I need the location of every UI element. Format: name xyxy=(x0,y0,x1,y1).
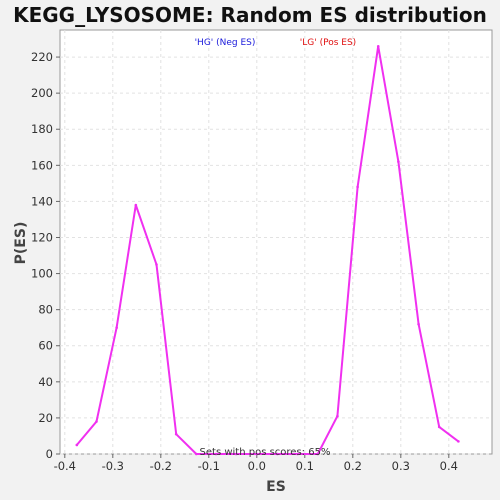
data-point xyxy=(397,160,400,164)
x-tick-label: -0.1 xyxy=(198,459,220,473)
y-tick-label: 80 xyxy=(38,303,53,317)
data-point xyxy=(75,443,79,447)
es-distribution-line xyxy=(76,46,460,455)
legend-neg-es: 'HG' (Neg ES) xyxy=(195,38,256,48)
x-tick-label: 0.2 xyxy=(344,459,362,473)
y-tick-label: 60 xyxy=(38,339,53,353)
y-tick-label: 180 xyxy=(31,122,53,136)
x-axis-label: ES xyxy=(266,479,286,495)
x-tick-label: 0.4 xyxy=(440,459,458,473)
grid-lines xyxy=(60,30,492,455)
data-point xyxy=(437,425,441,429)
y-tick-label: 100 xyxy=(31,267,53,281)
data-point xyxy=(376,44,380,48)
data-point xyxy=(115,326,118,330)
y-tick-label: 160 xyxy=(31,158,53,172)
data-point xyxy=(457,440,460,443)
data-point xyxy=(134,203,138,207)
y-tick-label: 220 xyxy=(31,50,53,64)
y-axis-label: P(ES) xyxy=(13,222,29,265)
plot-area xyxy=(59,29,493,455)
x-tick-label: 0.3 xyxy=(392,459,410,473)
y-tick-label: 0 xyxy=(46,447,53,461)
data-point xyxy=(214,452,218,456)
y-tick-label: 200 xyxy=(31,86,53,100)
legend-pos-es: 'LG' (Pos ES) xyxy=(300,38,356,48)
data-point xyxy=(356,185,359,189)
pos-scores-annotation: Sets with pos scores: 65% xyxy=(200,447,331,458)
data-point xyxy=(234,452,238,456)
y-tick-label: 120 xyxy=(31,230,53,244)
y-tick-label: 140 xyxy=(31,194,53,208)
x-tick-label: -0.2 xyxy=(150,459,172,473)
data-points xyxy=(75,44,460,456)
data-point xyxy=(316,452,320,456)
y-tick-label: 20 xyxy=(38,411,53,425)
data-point xyxy=(417,322,420,326)
data-point xyxy=(95,420,98,423)
x-tick-label: 0.1 xyxy=(296,459,314,473)
chart-title: KEGG_LYSOSOME: Random ES distribution xyxy=(13,3,487,27)
data-point xyxy=(296,452,299,456)
x-tick-label: 0.0 xyxy=(248,459,266,473)
data-point xyxy=(255,452,259,456)
axes: -0.4 -0.3 -0.2 -0.1 0.0 0.1 0.2 0.3 0.4 0 20 40 60 80… xyxy=(31,50,458,473)
data-point xyxy=(336,414,339,418)
data-point xyxy=(174,432,178,436)
data-point xyxy=(276,452,279,456)
x-tick-label: -0.3 xyxy=(102,459,124,473)
y-tick-label: 40 xyxy=(38,375,53,389)
data-point xyxy=(155,263,158,266)
data-point xyxy=(195,452,198,456)
x-tick-label: -0.4 xyxy=(54,459,76,473)
